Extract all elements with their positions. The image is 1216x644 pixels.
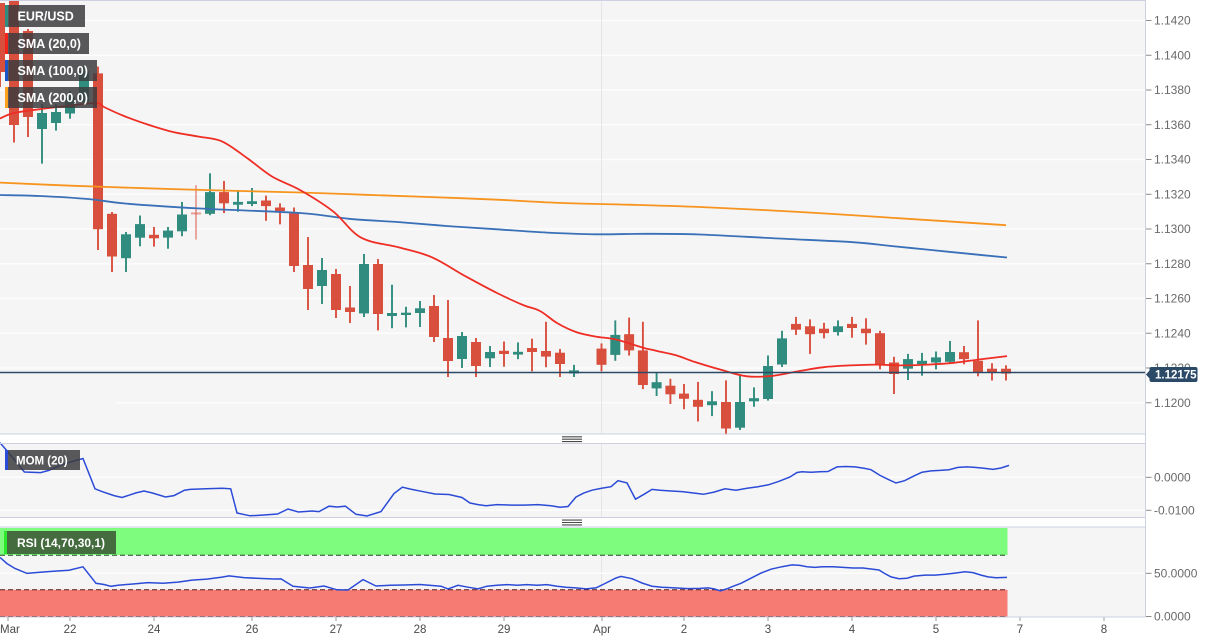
svg-text:Mar: Mar xyxy=(0,624,20,636)
svg-text:RSI (14,70,30,1): RSI (14,70,30,1) xyxy=(17,536,105,550)
svg-text:4: 4 xyxy=(849,624,856,636)
svg-text:29: 29 xyxy=(498,624,511,636)
svg-text:SMA (100,0): SMA (100,0) xyxy=(18,64,88,78)
svg-text:26: 26 xyxy=(246,624,259,636)
svg-text:7: 7 xyxy=(1017,624,1023,636)
svg-text:22: 22 xyxy=(64,624,77,636)
svg-text:1.1320: 1.1320 xyxy=(1154,187,1191,201)
svg-text:1.1240: 1.1240 xyxy=(1154,326,1191,340)
svg-text:1.12175: 1.12175 xyxy=(1155,370,1197,382)
svg-text:3: 3 xyxy=(765,624,771,636)
svg-text:1.1260: 1.1260 xyxy=(1154,292,1191,306)
svg-text:1.1420: 1.1420 xyxy=(1154,14,1191,28)
svg-text:EUR/USD: EUR/USD xyxy=(18,10,74,24)
svg-text:0.0000: 0.0000 xyxy=(1154,610,1191,624)
svg-text:0.0000: 0.0000 xyxy=(1154,471,1191,485)
svg-text:1.1200: 1.1200 xyxy=(1154,396,1191,410)
svg-text:1.1380: 1.1380 xyxy=(1154,83,1191,97)
svg-text:Apr: Apr xyxy=(593,624,611,636)
svg-text:-0.0100: -0.0100 xyxy=(1154,504,1195,518)
svg-text:2: 2 xyxy=(681,624,687,636)
svg-text:SMA (200,0): SMA (200,0) xyxy=(18,91,88,105)
svg-text:MOM (20): MOM (20) xyxy=(16,456,68,468)
svg-text:1.1340: 1.1340 xyxy=(1154,153,1191,167)
svg-text:28: 28 xyxy=(414,624,427,636)
svg-text:24: 24 xyxy=(148,624,161,636)
svg-text:50.0000: 50.0000 xyxy=(1154,567,1198,581)
svg-text:8: 8 xyxy=(1101,624,1107,636)
svg-text:1.1400: 1.1400 xyxy=(1154,48,1191,62)
svg-text:1.1300: 1.1300 xyxy=(1154,222,1191,236)
svg-text:SMA (20,0): SMA (20,0) xyxy=(18,37,81,51)
svg-text:1.1280: 1.1280 xyxy=(1154,257,1191,271)
svg-text:5: 5 xyxy=(933,624,939,636)
svg-text:27: 27 xyxy=(330,624,343,636)
svg-text:1.1360: 1.1360 xyxy=(1154,118,1191,132)
